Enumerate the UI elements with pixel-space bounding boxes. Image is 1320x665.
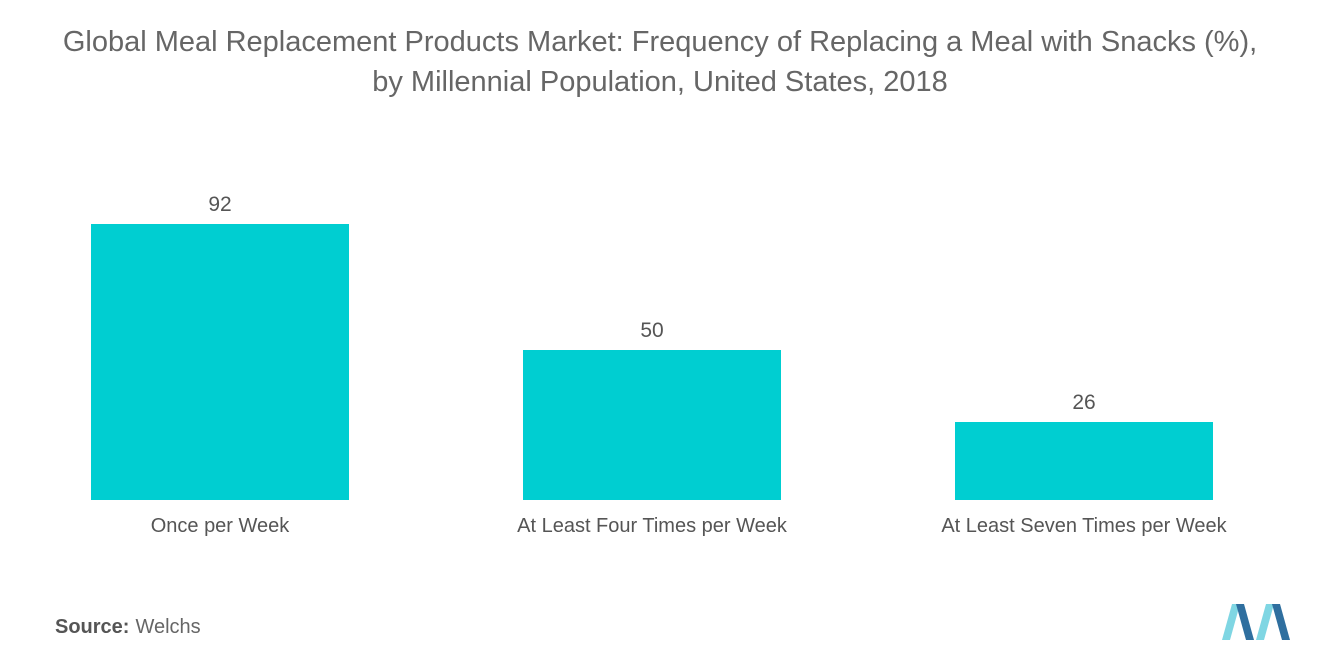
brand-logo xyxy=(1222,604,1290,640)
category-label-1: At Least Four Times per Week xyxy=(517,515,788,537)
bar-chart: 92 Once per Week 50 At Least Four Times per… xyxy=(91,193,1228,537)
bar-2 xyxy=(955,422,1213,500)
chart-title-line-1: Global Meal Replacement Products Market:… xyxy=(62,26,1258,58)
category-label-0: Once per Week xyxy=(151,515,291,537)
logo-stroke-4 xyxy=(1272,604,1290,640)
source-value: Welchs xyxy=(135,616,201,638)
data-label-0: 92 xyxy=(208,193,231,216)
category-label-2: At Least Seven Times per Week xyxy=(941,515,1227,537)
logo-stroke-1 xyxy=(1222,604,1240,640)
data-label-1: 50 xyxy=(640,319,663,342)
bar-0 xyxy=(91,224,349,500)
chart-title: Global Meal Replacement Products Market:… xyxy=(0,22,1320,102)
chart-title-line-2: by Millennial Population, United States,… xyxy=(372,66,948,98)
source-label: Source: xyxy=(55,616,130,638)
logo-stroke-2 xyxy=(1236,604,1254,640)
data-label-2: 26 xyxy=(1072,391,1095,414)
source-note: Source: Welchs xyxy=(55,616,201,639)
bar-1 xyxy=(523,350,781,500)
logo-stroke-3 xyxy=(1256,604,1274,640)
